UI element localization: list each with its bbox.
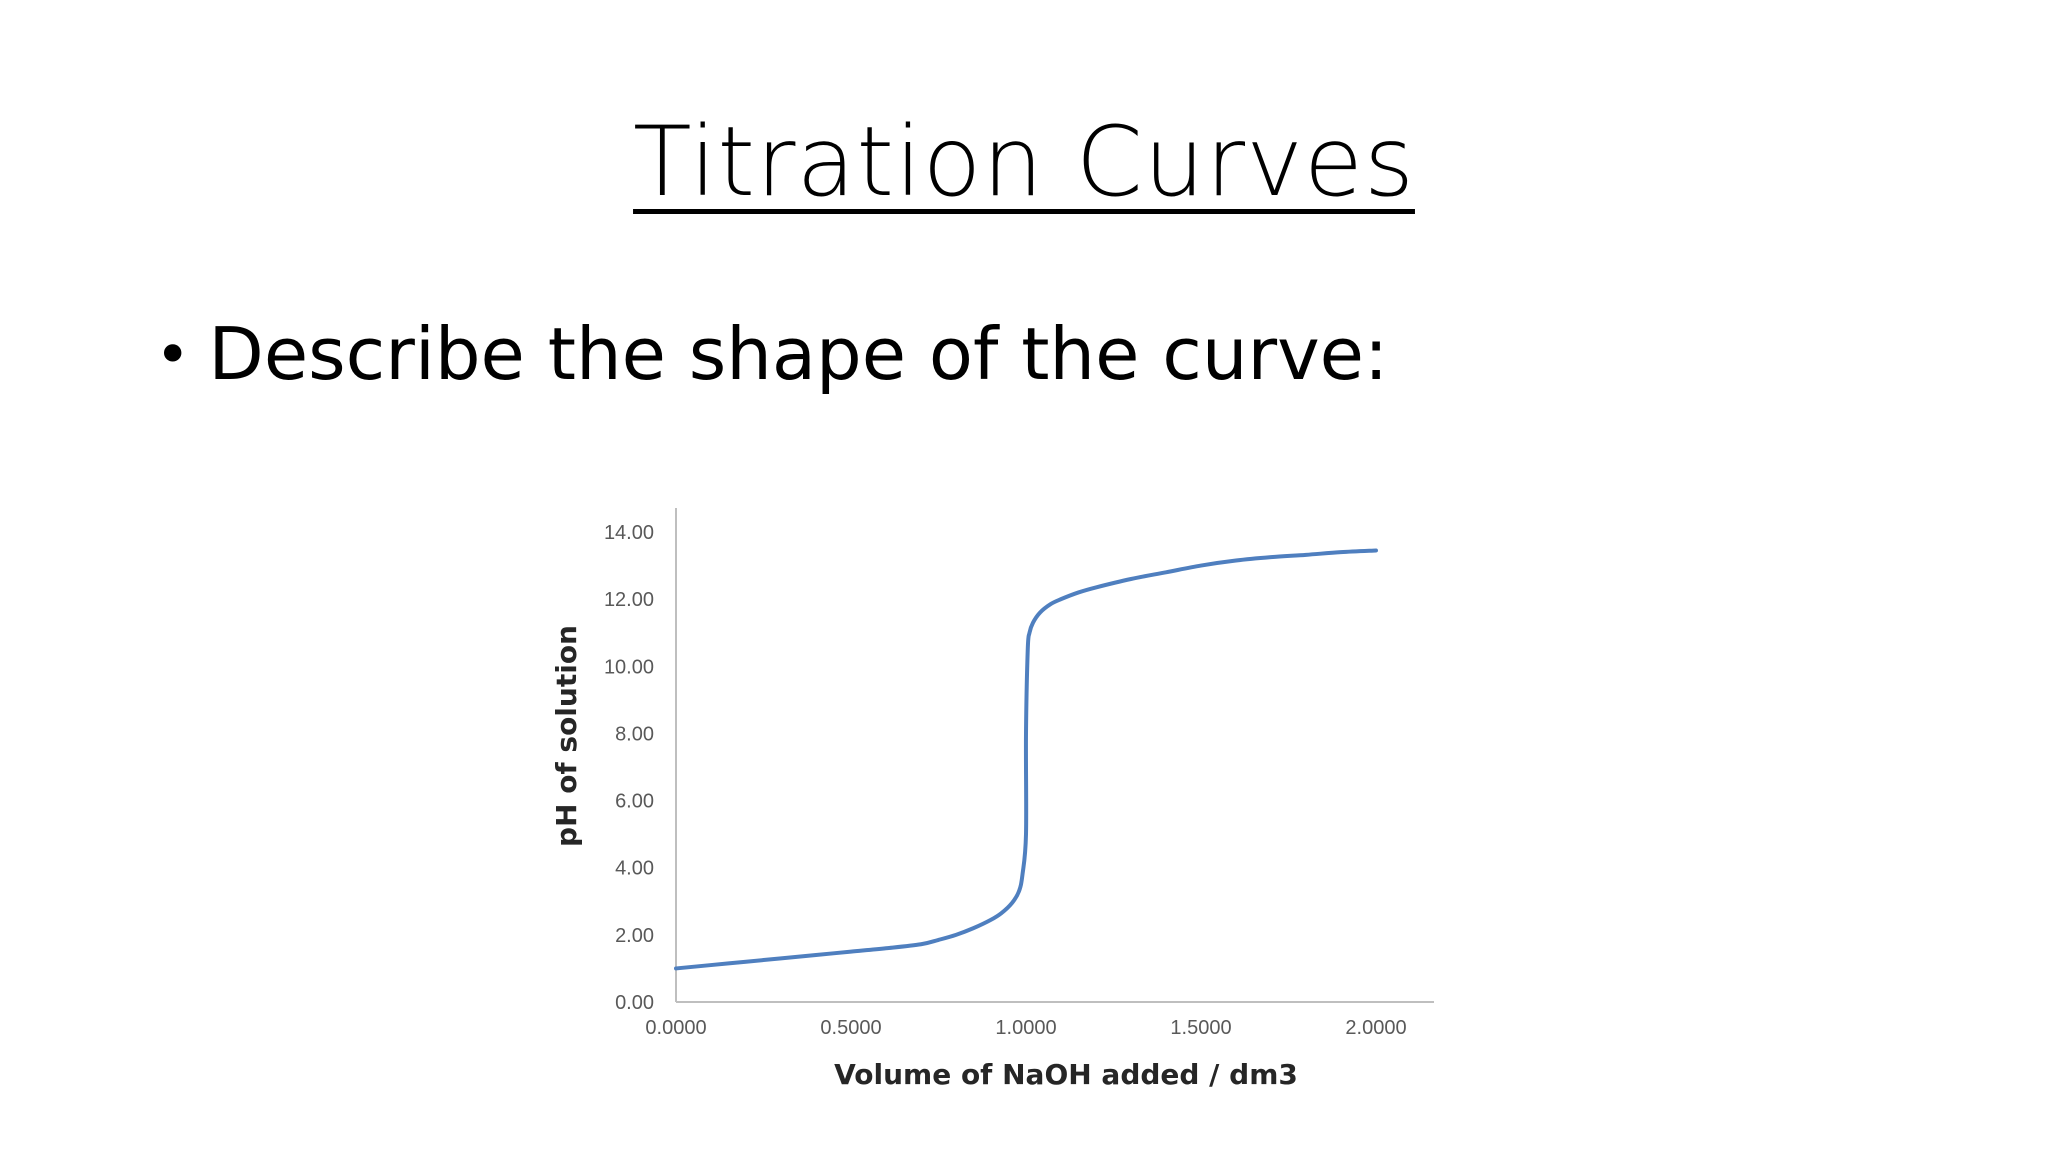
bullet-list: • Describe the shape of the curve: [155, 312, 1389, 396]
y-tick-label: 10.00 [604, 656, 654, 678]
x-axis-title: Volume of NaOH added / dm3 [834, 1058, 1298, 1091]
titration-chart: 0.00 2.00 4.00 6.00 8.00 10.00 12.00 14.00 0.00… [550, 508, 1434, 1091]
y-tick-label: 4.00 [615, 858, 654, 880]
y-axis-title: pH of solution [550, 625, 583, 847]
x-tick-label: 1.5000 [1170, 1017, 1231, 1039]
y-tick-label: 8.00 [615, 723, 654, 745]
y-tick-label: 12.00 [604, 589, 654, 611]
bullet-item: • Describe the shape of the curve: [155, 312, 1389, 396]
bullet-icon: • [155, 319, 191, 390]
chart-axes [675, 508, 1434, 1003]
y-tick-label: 6.00 [615, 791, 654, 813]
y-tick-label: 0.00 [615, 992, 654, 1014]
x-tick-label: 1.0000 [995, 1017, 1056, 1039]
y-tick-label: 14.00 [604, 522, 654, 544]
y-tick-label: 2.00 [615, 925, 654, 947]
x-axis-ticks: 0.0000 0.5000 1.0000 1.5000 2.0000 [645, 1017, 1406, 1039]
chart-series [674, 548, 1378, 971]
titration-curve-line [674, 548, 1378, 971]
x-tick-label: 0.5000 [820, 1017, 881, 1039]
y-axis-ticks: 0.00 2.00 4.00 6.00 8.00 10.00 12.00 14.00 [604, 522, 654, 1014]
bullet-text: Describe the shape of the curve: [208, 312, 1389, 396]
x-tick-label: 2.0000 [1345, 1017, 1406, 1039]
x-tick-label: 0.0000 [645, 1017, 706, 1039]
slide-title: Titration Curves [633, 106, 1415, 218]
